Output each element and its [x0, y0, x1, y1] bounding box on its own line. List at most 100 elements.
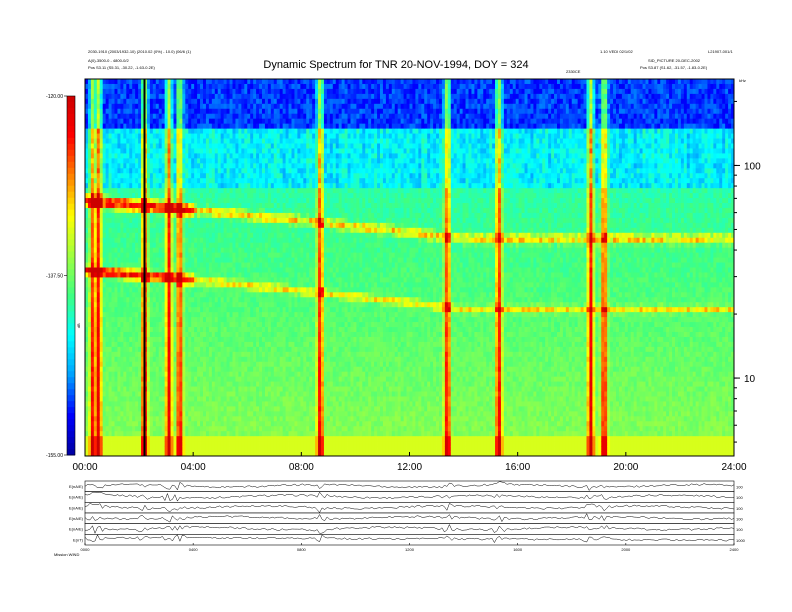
spectrogram-cell — [161, 163, 166, 169]
spectrogram-cell — [214, 341, 219, 348]
spectrogram-cell — [173, 178, 177, 184]
spectrogram-cell — [264, 247, 269, 254]
spectrogram-cell — [203, 148, 207, 154]
spectrogram-cell — [220, 242, 225, 249]
spectrogram-cell — [149, 193, 154, 199]
spectrogram-cell — [126, 327, 130, 333]
spectrogram-cell — [90, 312, 95, 318]
spectrogram-cell — [93, 237, 98, 244]
spectrogram-cell — [129, 88, 133, 95]
spectrogram-cell — [200, 178, 204, 184]
spectrogram-cell — [205, 153, 210, 159]
spectrogram-cell — [176, 173, 180, 179]
spectrogram-cell — [173, 222, 177, 229]
spectrogram-cell — [226, 446, 230, 452]
spectrogram-cell — [173, 257, 177, 263]
spectrogram-cell — [267, 282, 272, 288]
spectrogram-cell — [96, 376, 101, 382]
spectrogram-cell — [173, 128, 177, 134]
spectrogram-cell — [264, 252, 269, 258]
spectrogram-cell — [197, 217, 201, 224]
spectrogram-cell — [176, 451, 180, 457]
spectrogram-cell — [167, 143, 171, 149]
spectrogram-cell — [90, 143, 95, 149]
spectrogram-cell — [232, 302, 236, 308]
spectrogram-cell — [203, 381, 207, 387]
spectrogram-cell — [155, 376, 160, 382]
spectrogram-cell — [241, 262, 245, 268]
spectrogram-cell — [132, 436, 136, 442]
spectrogram-cell — [273, 193, 278, 199]
spectrogram-cell — [176, 282, 180, 288]
spectrogram-cell — [208, 406, 213, 412]
spectrogram-cell — [229, 83, 233, 90]
spectrogram-cell — [155, 421, 160, 427]
spectrogram-cell — [244, 327, 248, 333]
spectrogram-cell — [191, 331, 195, 338]
spectrogram-cell — [241, 103, 245, 110]
header-mid-label: 2330CE — [566, 69, 581, 74]
spectrogram-cell — [256, 148, 260, 154]
spectrogram-cell — [203, 193, 207, 199]
spectrogram-cell — [167, 118, 171, 125]
spectrogram-cell — [253, 396, 257, 402]
spectrogram-cell — [105, 406, 109, 412]
spectrogram-cell — [217, 317, 222, 323]
spectrogram-cell — [126, 336, 130, 343]
spectrogram-cell — [87, 272, 92, 278]
spectrogram-cell — [87, 282, 92, 288]
spectrogram-cell — [223, 386, 227, 392]
spectrogram-cell — [226, 242, 230, 249]
spectrogram-cell — [223, 198, 227, 204]
spectrogram-cell — [182, 158, 186, 164]
spectrogram-cell — [226, 118, 230, 125]
spectrogram-cell — [132, 351, 136, 358]
spectrogram-cell — [90, 327, 95, 333]
spectrogram-cell — [117, 322, 121, 328]
spectrogram-cell — [267, 203, 272, 209]
spectrogram-cell — [197, 366, 201, 373]
spectrogram-cell — [241, 307, 245, 313]
spectrogram-cell — [108, 148, 112, 154]
spectrogram-cell — [256, 98, 260, 105]
spectrogram-cell — [161, 436, 166, 442]
spectrogram-cell — [238, 242, 242, 249]
spectrogram-cell — [155, 217, 160, 224]
spectrogram-cell — [170, 336, 174, 343]
spectrogram-cell — [185, 331, 189, 338]
spectrogram-cell — [191, 441, 195, 447]
spectrogram-cell — [149, 88, 154, 95]
spectrogram-cell — [132, 79, 136, 85]
spectrogram-cell — [123, 371, 127, 378]
spectrogram-cell — [167, 441, 171, 447]
spectrogram-cell — [111, 346, 115, 353]
spectrogram-cell — [250, 217, 254, 224]
spectrogram-cell — [235, 93, 239, 100]
spectrogram-cell — [217, 188, 222, 194]
spectrogram-cell — [223, 277, 227, 283]
spectrogram-cell — [185, 232, 189, 239]
spectrogram-cell — [200, 118, 204, 125]
spectrogram-cell — [146, 376, 151, 382]
spectrogram-cell — [164, 262, 168, 268]
spectrogram-cell — [146, 401, 151, 407]
spectrogram-cell — [179, 168, 183, 174]
spectrogram-cell — [129, 431, 133, 437]
spectrogram-cell — [85, 163, 89, 169]
spectrogram-cell — [191, 406, 195, 412]
spectrogram-cell — [149, 307, 154, 313]
spectrogram-cell — [273, 232, 278, 239]
spectrogram-cell — [146, 312, 151, 318]
spectrogram-cell — [223, 257, 227, 263]
spectrogram-cell — [200, 79, 204, 85]
spectrogram-cell — [99, 391, 104, 397]
spectrogram-cell — [129, 312, 133, 318]
spectrogram-cell — [182, 287, 186, 293]
spectrogram-cell — [182, 431, 186, 437]
spectrogram-cell — [173, 108, 177, 115]
spectrogram-cell — [200, 163, 204, 169]
spectrogram-cell — [211, 287, 216, 293]
spectrogram-cell — [244, 411, 248, 417]
spectrogram-cell — [85, 446, 89, 452]
spectrogram-cell — [270, 431, 275, 437]
